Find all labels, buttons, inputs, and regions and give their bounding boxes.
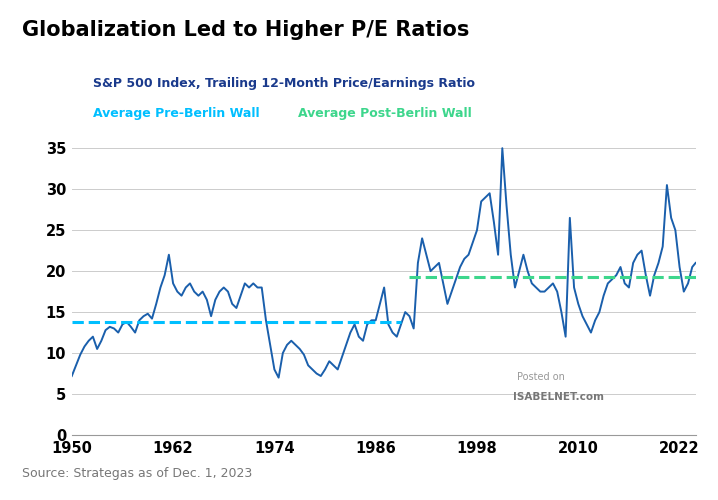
- Text: Average Pre-Berlin Wall: Average Pre-Berlin Wall: [93, 108, 260, 120]
- Text: Source: Strategas as of Dec. 1, 2023: Source: Strategas as of Dec. 1, 2023: [22, 467, 252, 480]
- Text: Average Post-Berlin Wall: Average Post-Berlin Wall: [298, 108, 472, 120]
- Text: ISABELNET.com: ISABELNET.com: [513, 392, 605, 402]
- Text: Posted on: Posted on: [517, 372, 565, 382]
- Text: Globalization Led to Higher P/E Ratios: Globalization Led to Higher P/E Ratios: [22, 20, 469, 40]
- Text: S&P 500 Index, Trailing 12-Month Price/Earnings Ratio: S&P 500 Index, Trailing 12-Month Price/E…: [93, 78, 475, 90]
